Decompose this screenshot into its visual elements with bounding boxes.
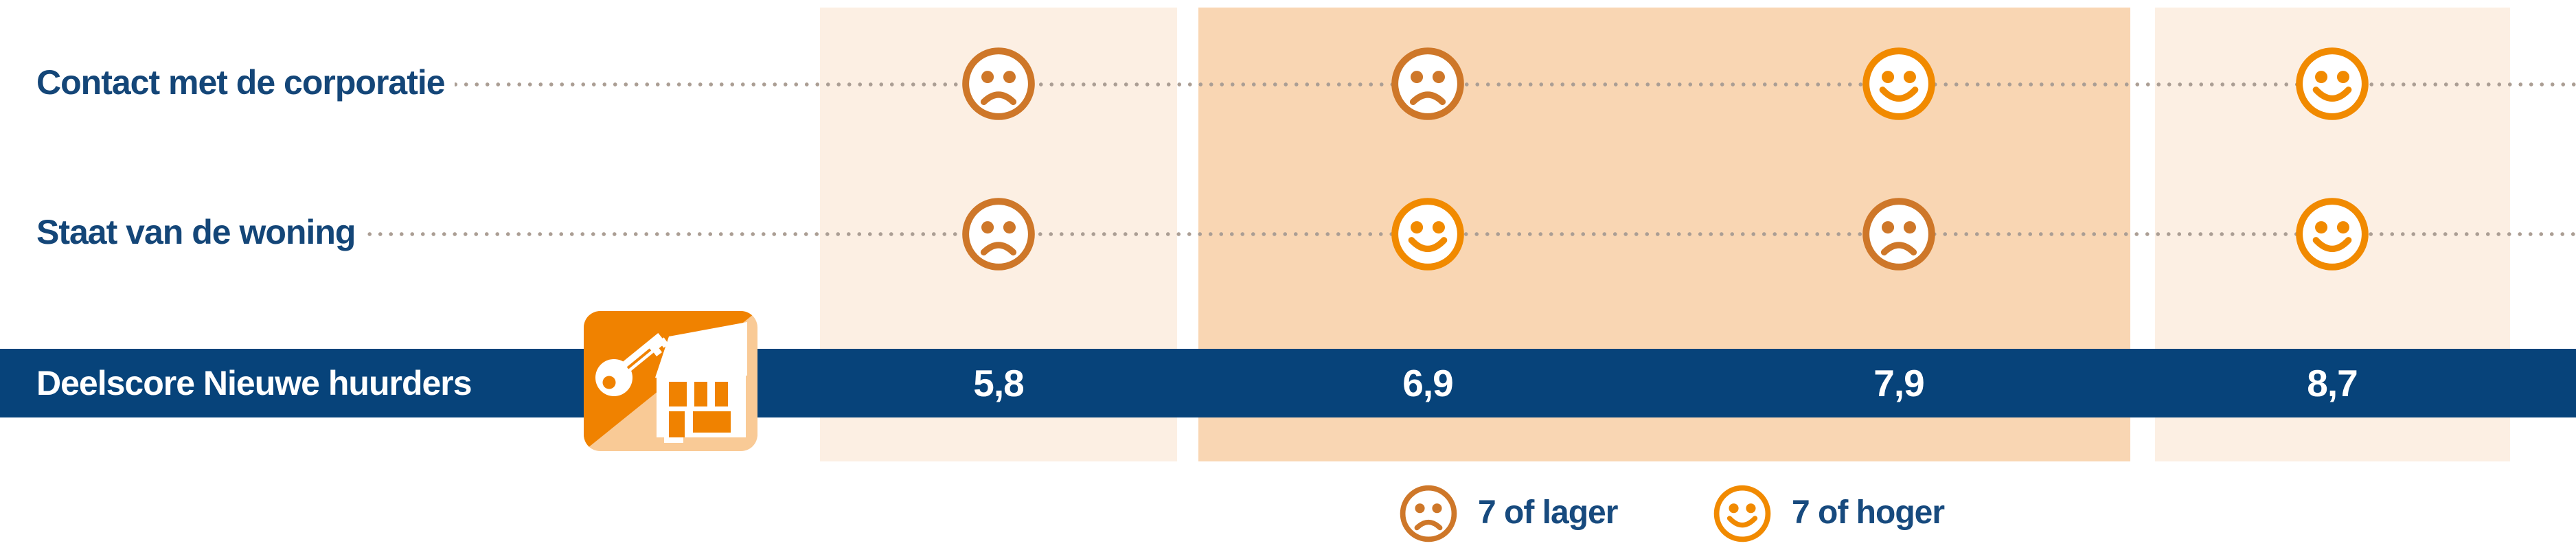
sad-smiley-icon xyxy=(961,46,1036,122)
happy-smiley-icon xyxy=(1713,484,1772,543)
sad-smiley-icon xyxy=(1861,196,1937,272)
score-value-2: 6,9 xyxy=(1402,362,1453,404)
deelscore-bar xyxy=(0,349,2576,417)
sad-smiley-icon xyxy=(1390,46,1466,122)
happy-smiley-icon xyxy=(1861,46,1937,122)
deelscore-bar-label: Deelscore Nieuwe huurders xyxy=(36,364,472,402)
happy-smiley-icon xyxy=(1390,196,1466,272)
dotted-leader-row-2 xyxy=(354,232,2576,236)
legend-label-lower: 7 of lager xyxy=(1478,494,1618,531)
sad-smiley-icon xyxy=(961,196,1036,272)
row-label-staat: Staat van de woning xyxy=(36,211,365,253)
dotted-leader-row-1 xyxy=(440,82,2576,87)
score-value-4: 8,7 xyxy=(2307,362,2358,404)
happy-smiley-icon xyxy=(2294,46,2370,122)
score-value-3: 7,9 xyxy=(1873,362,1924,404)
key-house-icon xyxy=(584,311,757,451)
score-value-1: 5,8 xyxy=(973,362,1024,404)
legend-label-higher: 7 of hoger xyxy=(1792,494,1945,531)
row-label-contact: Contact met de corporatie xyxy=(36,62,455,103)
sad-smiley-icon xyxy=(1399,484,1458,543)
happy-smiley-icon xyxy=(2294,196,2370,272)
